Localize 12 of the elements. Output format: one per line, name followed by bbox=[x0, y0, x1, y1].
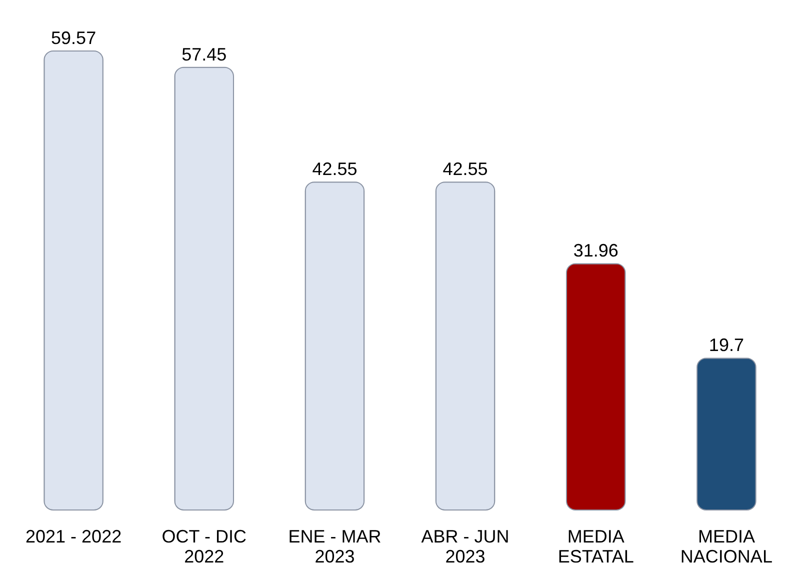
data-label: 31.96 bbox=[573, 240, 618, 261]
data-label: 57.45 bbox=[182, 44, 227, 64]
x-tick-label: ABR - JUN 2023 bbox=[421, 526, 510, 566]
data-label: 59.57 bbox=[51, 28, 96, 48]
x-tick-label: ENE - MAR 2023 bbox=[288, 526, 382, 566]
x-tick-label: OCT - DIC 2022 bbox=[162, 526, 246, 566]
x-tick-label: 2021 - 2022 bbox=[26, 526, 122, 546]
data-label: 42.55 bbox=[312, 159, 358, 180]
data-label: 19.7 bbox=[708, 335, 744, 356]
data-label: 42.55 bbox=[442, 159, 488, 180]
x-tick-label: MEDIA ESTATAL bbox=[558, 526, 634, 566]
x-tick-label: MEDIA NACIONAL bbox=[680, 526, 772, 566]
